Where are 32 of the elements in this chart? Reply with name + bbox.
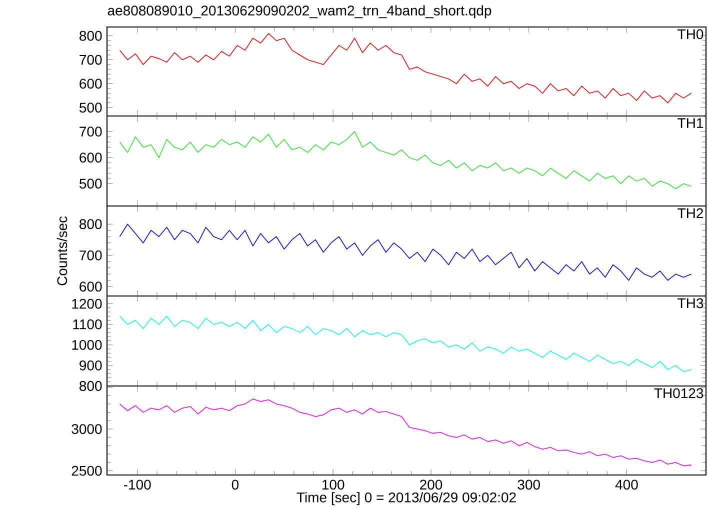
y-tick-label: 900 — [80, 360, 102, 370]
y-tick-label: 3000 — [72, 424, 102, 434]
y-tick-label: 1200 — [72, 298, 102, 309]
y-tick-label: 800 — [80, 219, 102, 230]
x-tick-label: 300 — [518, 480, 540, 490]
text: TH3 — [678, 298, 704, 308]
y-tick-label: 1000 — [72, 340, 102, 350]
text: TH2 — [678, 208, 704, 218]
y-tick-label: 800 — [80, 30, 102, 41]
y-tick-label: 700 — [80, 126, 102, 137]
y-axis-title: Counts/sec — [56, 216, 68, 286]
y-tick-label: 1100 — [73, 319, 102, 330]
y-tick-label: 700 — [80, 54, 102, 65]
y-tick-label: 600 — [80, 78, 102, 89]
y-tick-label: 600 — [80, 152, 102, 163]
y-tick-label: 500 — [80, 178, 102, 189]
chart-title: ae808089010_20130629090202_wam2_trn_4band_short.qdp — [108, 5, 492, 18]
x-tick-label: 100 — [322, 480, 344, 490]
text: TH1 — [678, 118, 704, 128]
y-tick-label: 600 — [80, 282, 102, 292]
y-tick-label: 2500 — [72, 466, 102, 476]
y-tick-label: 500 — [80, 102, 102, 113]
y-tick-label: 800 — [80, 381, 102, 391]
text: TH0 — [678, 29, 704, 40]
text: TH0123 — [654, 388, 704, 398]
x-tick-label: 0 — [232, 480, 239, 490]
y-tick-label: 700 — [80, 250, 102, 260]
x-tick-label: 200 — [420, 480, 442, 490]
x-tick-label: 400 — [615, 480, 638, 490]
x-axis-title: Time [sec] 0 = 2013/06/29 09:02:02 — [296, 492, 516, 506]
x-tick-label: -100 — [124, 480, 151, 490]
line-series — [119, 398, 692, 466]
